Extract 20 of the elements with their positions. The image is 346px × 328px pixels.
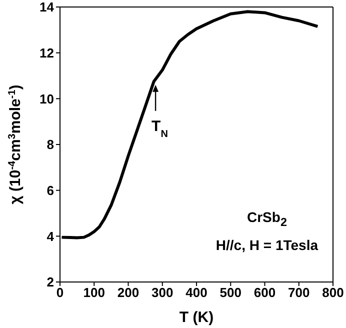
- x-tick-label: 0: [56, 285, 64, 300]
- x-tick-label: 600: [254, 285, 276, 300]
- x-axis-title: T (K): [179, 309, 214, 326]
- x-tick-label: 100: [83, 285, 105, 300]
- y-tick-label: 8: [46, 137, 54, 152]
- y-tick-label: 6: [46, 182, 54, 198]
- y-tick-label: 14: [40, 0, 55, 15]
- x-tick-label: 800: [322, 285, 344, 300]
- y-tick-label: 10: [40, 91, 54, 106]
- y-tick-label: 4: [46, 228, 55, 244]
- x-tick-label: 200: [117, 285, 140, 300]
- annotation: CrSb$_{2}$: [246, 208, 288, 231]
- x-tick-label: 700: [288, 285, 310, 300]
- annotation: H//c, H = 1Tesla: [216, 236, 318, 255]
- x-tick-label: 300: [152, 285, 174, 300]
- x-tick-label: 500: [220, 285, 242, 300]
- y-tick-label: 12: [40, 45, 54, 60]
- annotation: T$_{N}$: [152, 118, 168, 140]
- x-tick-label: 400: [186, 285, 208, 300]
- y-tick-label: 2: [46, 274, 54, 290]
